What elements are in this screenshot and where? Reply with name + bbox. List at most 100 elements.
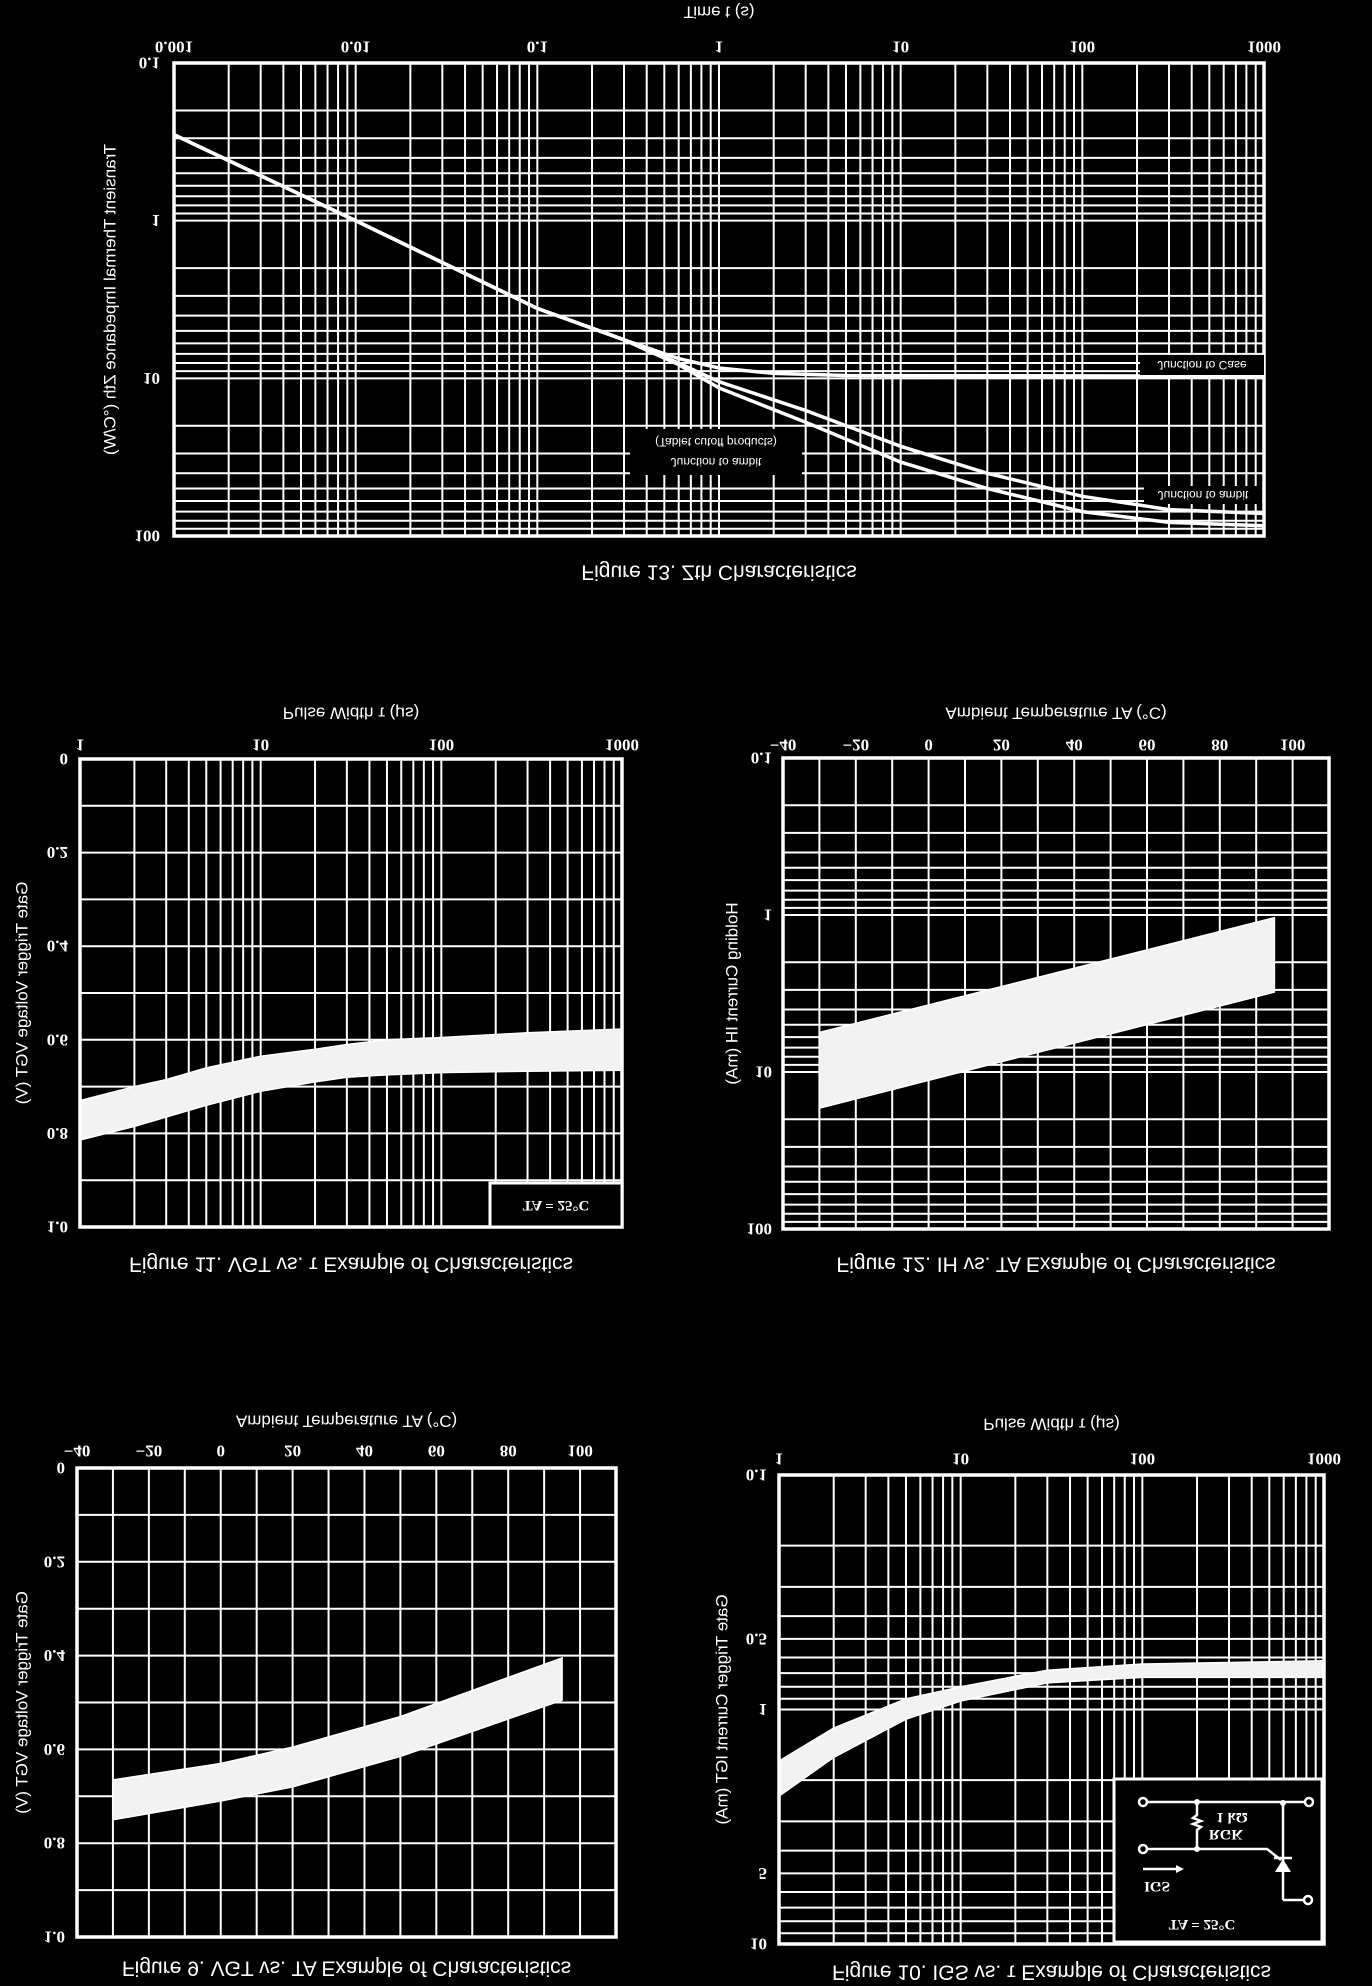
grid — [79, 758, 623, 1228]
terminal — [1137, 1796, 1149, 1808]
y-tick-label: 1.0 — [44, 1928, 65, 1947]
series-label: Junction to ambit — [1158, 488, 1249, 502]
annotation-box — [630, 429, 802, 475]
y-tick-label: 0 — [57, 1459, 66, 1478]
y-tick-label: 0.8 — [44, 1834, 65, 1853]
y-tick-label: 1 — [152, 211, 161, 230]
x-tick-label: 10 — [892, 38, 909, 57]
condition-label: TA = 25°C — [1169, 1916, 1236, 1932]
x-tick-label: 1000 — [1247, 38, 1281, 57]
characteristic-band-0 — [112, 1656, 563, 1821]
chart-figure-3: −40 −20 0 20 40 60 80 100 0 0.2 0.4 0.6 0.8 1.0 Ambien… — [13, 1412, 618, 1980]
plot-frame — [172, 61, 1266, 538]
x-tick-label: 60 — [1139, 736, 1156, 755]
x-tick-label: 1 — [715, 38, 724, 57]
x-axis-title: Pulse Width τ (μs) — [983, 1415, 1119, 1434]
figure-caption: Figure 12. IH vs. TA Example of Characte… — [836, 1253, 1275, 1276]
inset-box — [1112, 1777, 1324, 1944]
x-tick-label: 1000 — [605, 736, 639, 755]
chart-figure-1: 1 10 100 1000 0 0.2 0.4 0.6 0.8 1.0 Pulse Width τ … — [13, 704, 640, 1276]
x-tick-label: 1 — [76, 736, 85, 755]
x-tick-label: 100 — [1130, 1450, 1156, 1469]
x-tick-label: 1 — [775, 1450, 784, 1469]
y-tick-label: 0.5 — [746, 1629, 767, 1648]
x-tick-label: 80 — [500, 1442, 517, 1461]
x-tick-label: 40 — [356, 1442, 373, 1461]
x-tick-label: 100 — [567, 1442, 593, 1461]
y-tick-label: 5 — [759, 1864, 768, 1883]
annotation-box — [1144, 486, 1262, 504]
x-axis-title: Pulse Width τ (μs) — [283, 704, 419, 723]
x-tick-label: −40 — [64, 1442, 91, 1461]
figure-caption: Figure 11. VGT vs. τ Example of Characte… — [129, 1253, 573, 1276]
y-tick-label: 0.6 — [44, 1740, 65, 1759]
x-tick-label: 0.01 — [341, 38, 371, 57]
wire-gate — [1147, 1847, 1282, 1861]
annotation-box — [1140, 355, 1264, 375]
x-tick-label: 100 — [1280, 736, 1306, 755]
test-circuit-inset: 1 kΩ RGK IGS TA = 25°C — [1112, 1777, 1324, 1944]
y-tick-label: 10 — [143, 369, 160, 388]
chart-figure-2: −40 −20 0 20 40 60 80 100 0.1 1 10 100 Ambient Tempe… — [723, 704, 1331, 1276]
series-label: Junction to Case — [1157, 358, 1247, 372]
y-axis-title: Transient Thermal Impedance Zth (°C/W) — [101, 144, 120, 455]
y-tick-label: 0.1 — [751, 749, 772, 768]
plot-frame — [78, 757, 624, 1229]
x-tick-label: 0.001 — [155, 38, 193, 57]
x-tick-label: 0 — [216, 1442, 225, 1461]
resistor-label: RGK — [1209, 1826, 1244, 1842]
condition-label: TA = 25°C — [523, 1197, 590, 1213]
y-tick-label: 10 — [750, 1935, 767, 1954]
y-axis-title: Holding Current IH (mA) — [723, 902, 742, 1084]
y-tick-label: 0.4 — [44, 1646, 66, 1665]
y-axis-title: Gate Trigger Voltage VGT (V) — [13, 882, 32, 1105]
chart-figure-4: 1 10 100 1000 0.1 0.5 1 5 10 Pulse Width τ (μs) Ga… — [713, 1415, 1342, 1984]
current-label: IGS — [1144, 1878, 1170, 1894]
series-line-2 — [173, 133, 1265, 528]
y-tick-label: 1 — [764, 906, 773, 925]
x-tick-label: 40 — [1066, 736, 1083, 755]
y-tick-label: 0.2 — [44, 1552, 65, 1571]
y-tick-label: 1 — [759, 1700, 768, 1719]
y-tick-label: 0.4 — [47, 937, 69, 956]
y-tick-label: 1.0 — [47, 1218, 68, 1237]
y-axis-title: Gate Trigger Current IGT (mA) — [713, 1594, 732, 1824]
x-axis-title: Ambient Temperature TA (°C) — [945, 704, 1166, 723]
y-tick-label: 0.2 — [47, 843, 68, 862]
figure-caption: Figure 9. VGT vs. TA Example of Characte… — [122, 1957, 571, 1980]
y-tick-label: 0.1 — [139, 54, 160, 73]
plot-frame — [781, 756, 1331, 1231]
x-tick-label: 1000 — [1307, 1450, 1341, 1469]
x-tick-label: 60 — [428, 1442, 445, 1461]
x-tick-label: −20 — [842, 736, 869, 755]
y-tick-label: 0.1 — [746, 1466, 767, 1485]
x-tick-label: 100 — [1070, 38, 1096, 57]
y-tick-label: 0.6 — [47, 1030, 68, 1049]
x-tick-label: 100 — [429, 736, 455, 755]
chart-figure-0: 0.001 0.01 0.1 1 10 100 1000 0.1 1 10 100 Time t (s… — [101, 3, 1282, 584]
terminal — [1137, 1843, 1149, 1855]
terminal — [1302, 1894, 1314, 1906]
figure-caption: Figure 10. IGS vs. τ Example of Characte… — [832, 1961, 1271, 1984]
plot-frame — [777, 1473, 1326, 1946]
x-tick-label: 10 — [252, 736, 269, 755]
x-tick-label: 0 — [924, 736, 933, 755]
x-tick-label: −20 — [136, 1442, 163, 1461]
x-axis-title: Time t (s) — [683, 3, 754, 22]
x-tick-label: 0.1 — [527, 38, 548, 57]
y-tick-label: 100 — [135, 527, 161, 546]
y-tick-label: 0 — [60, 750, 69, 769]
y-tick-label: 100 — [747, 1220, 773, 1239]
characteristic-band-0 — [818, 916, 1276, 1110]
thyristor-icon — [1275, 1859, 1291, 1872]
figure-caption: Figure 13. Zth Characteristics — [581, 561, 856, 584]
condition-box — [488, 1181, 624, 1229]
x-tick-label: 20 — [284, 1442, 301, 1461]
terminal — [1303, 1796, 1315, 1808]
x-tick-label: −40 — [770, 736, 797, 755]
resistor-icon — [1189, 1802, 1205, 1849]
y-tick-label: 0.8 — [47, 1124, 68, 1143]
series-label: Junction to ambit — [671, 455, 762, 469]
